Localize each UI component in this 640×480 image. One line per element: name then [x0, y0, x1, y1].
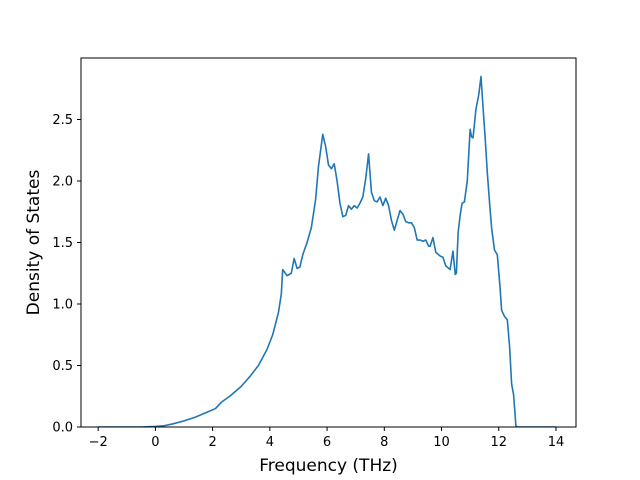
x-axis-label: Frequency (THz) [259, 456, 398, 476]
y-tick-label: 1.0 [52, 298, 73, 313]
x-tick-label: 0 [151, 435, 159, 450]
y-tick-label: 1.5 [52, 236, 73, 251]
axes-frame [80, 57, 577, 428]
x-tick-label: −2 [89, 435, 108, 450]
y-tick-label: 0.0 [52, 421, 73, 436]
y-tick-label: 0.5 [52, 359, 73, 374]
x-tick-label: 10 [433, 435, 450, 450]
x-tick-label: 14 [548, 435, 565, 450]
x-axis-ticks: −2 0 2 4 6 8 10 12 14 [89, 427, 565, 450]
x-tick-label: 6 [323, 435, 331, 450]
x-tick-label: 12 [490, 435, 507, 450]
plot-area [98, 75, 556, 427]
y-tick-label: 2.0 [52, 175, 73, 190]
x-tick-label: 8 [380, 435, 388, 450]
dos-series-line-0 [98, 75, 556, 427]
x-tick-label: 2 [208, 435, 216, 450]
y-tick-label: 2.5 [52, 113, 73, 128]
y-axis-ticks: 0.0 0.5 1.0 1.5 2.0 2.5 [52, 113, 81, 436]
y-axis-label: Density of States [24, 170, 44, 316]
x-tick-label: 4 [266, 435, 274, 450]
